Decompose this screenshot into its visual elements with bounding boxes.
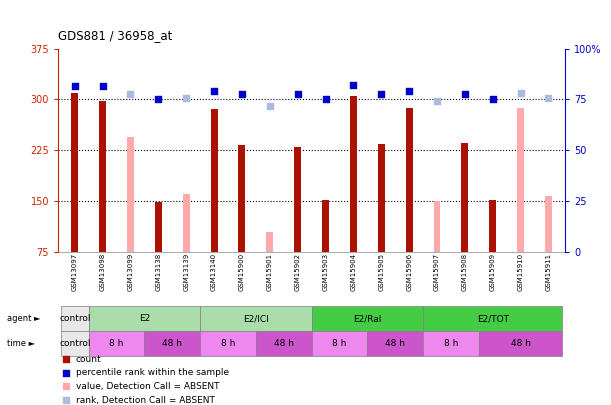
Bar (238, 145, 246, 252)
Text: GSM15908: GSM15908 (462, 253, 468, 291)
Point (265, 103, 275, 109)
Text: GSM15910: GSM15910 (518, 253, 524, 291)
Text: E2: E2 (139, 314, 150, 323)
Bar (378, 144, 385, 252)
Text: GSM15902: GSM15902 (295, 253, 301, 291)
Point (70, 83, 79, 89)
Text: E2/ICI: E2/ICI (243, 314, 269, 323)
Point (321, 96, 331, 102)
Text: count: count (76, 355, 101, 364)
Bar (266, 232, 273, 252)
Bar (461, 143, 469, 252)
Text: E2/TOT: E2/TOT (477, 314, 509, 323)
Bar (489, 200, 496, 252)
Point (98, 83, 108, 89)
Bar (61, 306, 89, 331)
Text: 8 h: 8 h (109, 339, 124, 348)
Text: GSM15900: GSM15900 (239, 253, 245, 291)
Text: control: control (59, 314, 90, 323)
Point (153, 96, 163, 102)
Text: percentile rank within the sample: percentile rank within the sample (76, 369, 229, 377)
Point (432, 98, 442, 104)
Bar (517, 108, 524, 252)
Bar (200, 331, 256, 356)
Point (516, 90, 525, 96)
Text: GSM13097: GSM13097 (71, 253, 78, 291)
Point (209, 88, 219, 94)
Text: GSM15901: GSM15901 (267, 253, 273, 291)
Point (376, 0, 386, 4)
Bar (312, 331, 367, 356)
Bar (294, 147, 301, 252)
Point (376, 367, 386, 373)
Bar (423, 306, 562, 331)
Bar (423, 331, 479, 356)
Point (544, 95, 554, 101)
Text: time ►: time ► (7, 339, 35, 348)
Bar (89, 331, 144, 356)
Text: 48 h: 48 h (274, 339, 294, 348)
Text: GSM13098: GSM13098 (100, 253, 106, 291)
Text: GSM13140: GSM13140 (211, 253, 217, 291)
Text: GSM15904: GSM15904 (350, 253, 356, 291)
Bar (434, 201, 441, 252)
Text: GSM13099: GSM13099 (128, 253, 133, 291)
Bar (312, 306, 423, 331)
Text: GSM15909: GSM15909 (490, 253, 496, 291)
Text: 48 h: 48 h (163, 339, 182, 348)
Bar (183, 194, 189, 252)
Point (348, 81, 358, 88)
Point (376, 121, 386, 127)
Bar (200, 306, 312, 331)
Text: E2/Ral: E2/Ral (353, 314, 381, 323)
Bar (350, 96, 357, 252)
Text: GSM15905: GSM15905 (378, 253, 384, 291)
Bar (89, 306, 200, 331)
Point (237, 91, 247, 97)
Bar (256, 331, 312, 356)
Text: GSM15911: GSM15911 (546, 253, 552, 291)
Point (404, 88, 414, 94)
Bar (406, 108, 412, 252)
Text: value, Detection Call = ABSENT: value, Detection Call = ABSENT (76, 382, 219, 391)
Text: GSM15903: GSM15903 (323, 253, 329, 291)
Text: GSM13139: GSM13139 (183, 253, 189, 291)
Text: control: control (59, 339, 90, 348)
Point (488, 96, 497, 102)
Bar (211, 109, 218, 252)
Text: 8 h: 8 h (444, 339, 458, 348)
Text: 48 h: 48 h (385, 339, 405, 348)
Point (126, 91, 136, 97)
Bar (144, 331, 200, 356)
Bar (99, 101, 106, 252)
Bar (479, 331, 562, 356)
Text: rank, Detection Call = ABSENT: rank, Detection Call = ABSENT (76, 396, 214, 405)
Text: GDS881 / 36958_at: GDS881 / 36958_at (58, 30, 172, 43)
Point (376, 91, 386, 97)
Text: GSM15907: GSM15907 (434, 253, 440, 291)
Bar (155, 202, 162, 252)
Bar (322, 200, 329, 252)
Text: 8 h: 8 h (332, 339, 346, 348)
Text: 48 h: 48 h (511, 339, 530, 348)
Point (376, 244, 386, 250)
Bar (61, 331, 89, 356)
Bar (545, 196, 552, 252)
Point (293, 91, 302, 97)
Bar (127, 137, 134, 252)
Text: agent ►: agent ► (7, 314, 41, 323)
Bar (71, 93, 78, 252)
Point (460, 91, 470, 97)
Text: GSM13138: GSM13138 (155, 253, 161, 291)
Text: 8 h: 8 h (221, 339, 235, 348)
Bar (367, 331, 423, 356)
Text: GSM15906: GSM15906 (406, 253, 412, 291)
Point (181, 95, 191, 101)
